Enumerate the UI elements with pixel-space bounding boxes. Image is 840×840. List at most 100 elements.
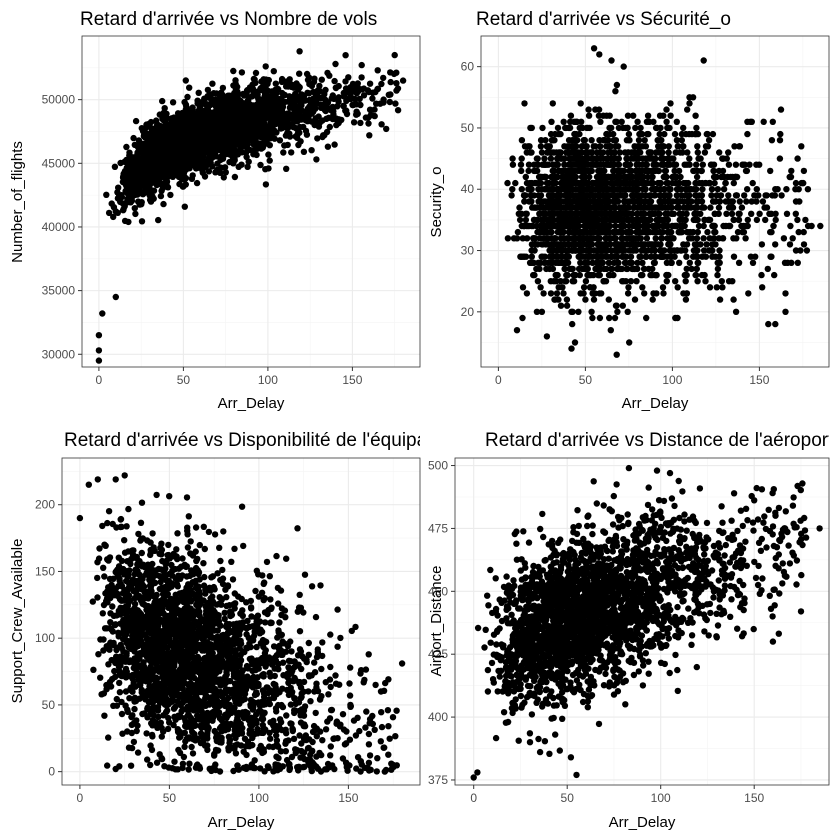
data-point [103,191,110,198]
data-point [650,118,657,126]
data-point [326,123,333,131]
data-point [213,136,220,144]
data-point [128,197,136,205]
data-point [649,265,656,273]
data-point [665,149,672,156]
data-point [589,259,596,266]
data-point [564,271,571,279]
data-point [597,143,604,150]
x-tick-label: 0 [96,373,103,387]
data-point [242,111,249,119]
data-point [155,216,162,224]
data-point [742,167,750,175]
data-point [669,179,676,187]
data-point [565,253,572,260]
data-point [366,132,373,139]
data-point [666,161,673,168]
data-point [616,186,623,193]
data-point [547,130,555,138]
data-point [595,192,602,199]
data-point [528,247,535,254]
data-point [600,278,607,285]
data-point [700,222,707,230]
data-point [184,93,191,101]
data-point [691,241,699,248]
data-point [732,161,740,168]
data-point [248,104,255,111]
data-point [518,253,525,260]
data-point [335,94,342,101]
data-point [649,155,656,162]
data-point [659,284,667,291]
data-point [262,63,269,70]
data-point [392,100,399,107]
data-point [188,135,195,143]
data-point [698,271,706,279]
data-point [623,173,631,181]
data-point [632,124,639,132]
data-point [709,241,716,248]
data-point [358,86,366,93]
data-point [745,290,752,297]
data-point [694,143,701,150]
data-point [577,228,585,236]
data-point [95,347,103,354]
data-point [758,241,766,248]
data-point [305,90,313,97]
data-point [554,124,562,132]
data-point [651,192,658,199]
data-point [734,228,742,236]
data-point [614,308,621,315]
data-point [254,121,261,128]
data-point [349,80,357,88]
data-point [136,156,144,164]
data-point [320,132,327,139]
data-point [179,176,186,183]
data-point [714,265,722,273]
data-point [804,186,812,193]
data-point [131,205,138,212]
data-point [307,101,315,109]
data-point [132,185,139,192]
data-point [643,235,651,242]
data-point [132,210,139,218]
data-point [277,106,284,113]
data-point [313,96,320,103]
data-point [635,161,643,168]
data-point [704,130,711,138]
data-point [772,216,779,224]
data-point [216,101,223,108]
data-point [537,284,544,291]
data-point [664,235,671,242]
data-point [365,120,372,127]
data-point [557,278,564,285]
data-point [595,210,602,217]
data-point [554,155,561,162]
data-point [777,130,784,138]
data-point [280,149,287,156]
data-point [639,179,647,187]
data-point [588,204,595,211]
data-point [207,159,214,167]
data-point [674,204,682,211]
data-point [522,253,530,260]
data-point [730,253,738,260]
data-point [610,198,618,205]
data-point [253,115,261,123]
data-point [776,137,784,144]
data-point [641,137,648,144]
data-point [178,155,185,163]
data-point [535,228,543,236]
data-point [537,143,545,150]
data-point [234,140,242,147]
data-point [622,278,630,285]
data-point [638,247,645,254]
data-point [655,143,662,150]
data-point [589,314,596,322]
data-point [214,160,221,167]
data-point [690,253,697,260]
data-point [671,130,679,138]
data-point [347,95,354,103]
data-point [378,121,385,128]
data-point [531,271,538,279]
